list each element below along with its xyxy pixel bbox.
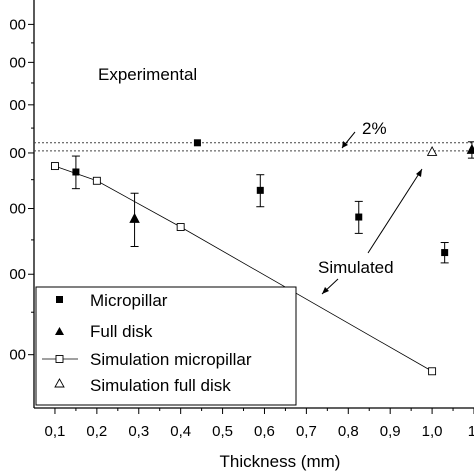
x-tick-label: 1, (468, 423, 474, 440)
y-tick-label: 00 (9, 347, 26, 364)
x-tick-label: 0,2 (86, 423, 107, 440)
point-micropillar (72, 168, 80, 176)
legend-label-full-disk: Full disk (90, 322, 153, 341)
arrow-threshold-head (342, 141, 348, 148)
point-micropillar (193, 139, 201, 147)
y-axis-ticks: 00 00 00 00 00 00 00 (9, 16, 34, 364)
legend-marker-full-disk (55, 327, 64, 335)
point-micropillar (441, 249, 449, 257)
legend: Micropillar Full disk Simulation micropi… (35, 286, 297, 406)
x-tick-label: 0,5 (212, 423, 233, 440)
point-micropillar (355, 213, 363, 221)
legend-label-micropillar: Micropillar (90, 291, 168, 310)
point-simulation-micropillar (428, 367, 437, 376)
y-tick-label: 00 (9, 97, 26, 114)
legend-marker-simulation-micropillar (55, 355, 64, 363)
point-full-disk (466, 143, 474, 154)
x-tick-label: 0,1 (45, 423, 66, 440)
annotation-threshold: 2% (362, 119, 387, 138)
arrow-simulated-up (367, 168, 423, 254)
point-full-disk (129, 212, 140, 223)
y-tick-label: 00 (9, 201, 26, 218)
x-tick-label: 0,6 (254, 423, 275, 440)
arrow-simulated-down-head (322, 287, 329, 294)
y-tick-label: 00 (9, 16, 26, 33)
legend-label-simulation-full-disk: Simulation full disk (90, 376, 231, 395)
x-tick-label: 1,0 (422, 423, 443, 440)
threshold-lines (34, 142, 474, 152)
plot-area (33, 0, 474, 409)
x-tick-label: 0,3 (128, 423, 149, 440)
x-tick-label: 0,7 (296, 423, 317, 440)
arrow-simulated-up-head (416, 169, 422, 177)
y-tick-label: 00 (9, 266, 26, 283)
annotation-arrows (321, 131, 423, 295)
legend-box (35, 286, 297, 406)
x-tick-label: 0,9 (380, 423, 401, 440)
annotation-experimental: Experimental (98, 65, 197, 84)
series-layer (51, 139, 474, 376)
point-simulation-micropillar (176, 223, 185, 231)
legend-marker-micropillar (56, 296, 63, 303)
x-axis-ticks: 0,1 0,2 0,3 0,4 0,5 0,6 0,7 0,8 0,9 1,0 1, (45, 408, 474, 440)
x-tick-label: 0,4 (170, 423, 191, 440)
point-simulation-micropillar (51, 162, 59, 171)
x-tick-label: 0,8 (338, 423, 359, 440)
annotation-simulated: Simulated (318, 258, 394, 277)
x-axis-title: Thickness (mm) (220, 452, 341, 471)
point-micropillar (256, 186, 264, 194)
legend-label-simulation-micropillar: Simulation micropillar (90, 350, 252, 369)
legend-marker-simulation-full-disk (54, 378, 65, 388)
y-tick-label: 00 (9, 145, 26, 162)
point-simulation-micropillar (92, 176, 101, 185)
y-tick-label: 00 (9, 54, 26, 71)
point-simulation-full-disk (426, 145, 438, 156)
